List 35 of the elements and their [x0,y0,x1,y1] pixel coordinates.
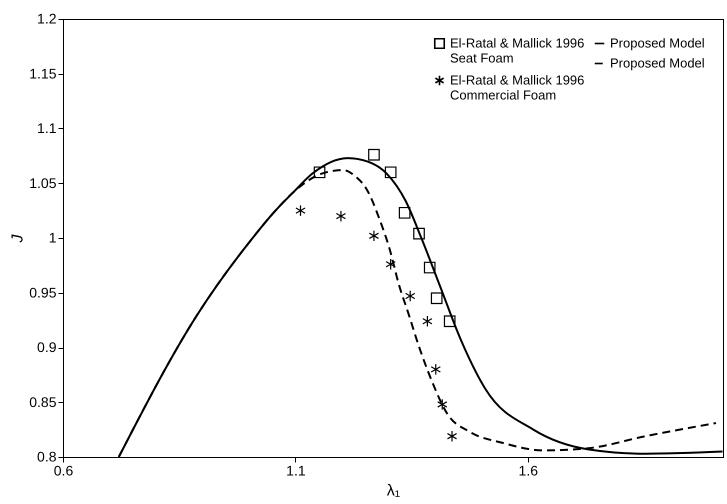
y-tick-label: 1.15 [29,65,57,82]
point [430,292,443,304]
point [386,258,396,270]
point [422,315,433,328]
x-tick-label: 1.1 [286,462,306,478]
y-tick-label: 0.8 [37,448,57,464]
point [424,262,436,274]
y-tick-label: 0.9 [37,339,57,355]
legend-label: El-Ratal & Mallick 1996 Commercial Foam [450,72,584,102]
point [398,206,410,219]
point [446,430,458,442]
point [368,230,380,242]
y-axis-title: J [9,234,26,244]
legend-label: Proposed Model [610,56,705,70]
point [405,290,416,302]
point [384,166,397,178]
point [336,210,346,222]
point [295,204,306,216]
y-tick-label: 1.1 [37,120,57,136]
x-tick-label: 1.6 [518,462,538,478]
legend-label: El-Ratal & Mallick 1996 Seat Foam [450,36,584,66]
legend-label: Proposed Model [610,36,705,50]
point [437,398,448,410]
x-tick-label: 0.6 [54,462,74,478]
y-tick-label: 1 [48,230,57,246]
x-axis-title: λ₁ [386,482,400,500]
y-tick-label: 1.05 [29,174,57,191]
y-tick-label: 0.95 [29,284,57,300]
y-tick-label: 0.85 [29,394,57,410]
point [413,228,425,240]
point [444,315,456,328]
point [368,148,380,161]
point [430,364,441,376]
point [314,166,326,178]
y-tick-label: 1.2 [37,10,57,26]
